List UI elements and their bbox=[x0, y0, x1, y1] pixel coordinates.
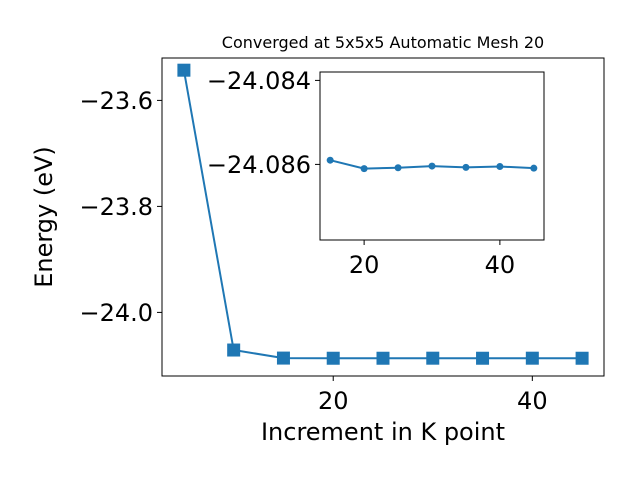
inset-plot-frame bbox=[319, 71, 545, 241]
chart-title: Converged at 5x5x5 Automatic Mesh 20 bbox=[222, 33, 544, 52]
inset-data-point bbox=[462, 163, 470, 171]
inset-x-tick-label: 40 bbox=[485, 251, 516, 279]
main-data-point bbox=[575, 351, 589, 365]
inset-data-point bbox=[326, 156, 334, 164]
inset-y-ticks: −24.086 −24.084 bbox=[207, 67, 320, 179]
main-chart: Converged at 5x5x5 Automatic Mesh 20 20 4… bbox=[30, 33, 605, 446]
inset-series bbox=[326, 156, 538, 173]
main-y-tick-label: −24.0 bbox=[79, 299, 153, 327]
main-y-tick-label: −23.8 bbox=[79, 193, 153, 221]
inset-background bbox=[320, 72, 544, 240]
main-data-point bbox=[227, 343, 241, 357]
inset-data-point bbox=[496, 163, 504, 170]
y-axis-label: Energy (eV) bbox=[30, 146, 58, 288]
main-series bbox=[177, 63, 589, 365]
main-x-tick-label: 40 bbox=[517, 387, 548, 415]
inset-data-point bbox=[394, 164, 402, 172]
main-y-ticks: −23.6 −23.8 −24.0 bbox=[79, 87, 162, 327]
main-x-tick-label: 20 bbox=[318, 387, 349, 415]
main-y-tick-label: −23.6 bbox=[79, 87, 153, 115]
inset-y-tick-label: −24.084 bbox=[207, 67, 311, 95]
main-data-point bbox=[177, 63, 191, 77]
main-x-ticks: 20 40 bbox=[318, 376, 548, 415]
inset-data-point bbox=[360, 165, 368, 173]
main-data-point bbox=[426, 351, 440, 365]
main-data-point bbox=[476, 351, 490, 365]
inset-x-tick-label: 20 bbox=[349, 251, 380, 279]
inset-chart: 20 40 −24.086−24.084 bbox=[207, 67, 545, 279]
inset-y-tick-label: −24.086 bbox=[207, 151, 311, 179]
main-data-point bbox=[326, 351, 340, 365]
main-data-point bbox=[276, 351, 290, 365]
main-data-point bbox=[376, 351, 390, 365]
inset-x-ticks: 20 40 bbox=[349, 240, 515, 279]
main-plot-frame bbox=[161, 57, 605, 377]
main-data-point bbox=[525, 351, 539, 365]
inset-data-point bbox=[530, 164, 538, 172]
x-axis-label: Increment in K point bbox=[261, 418, 505, 446]
inset-data-point bbox=[428, 162, 436, 170]
